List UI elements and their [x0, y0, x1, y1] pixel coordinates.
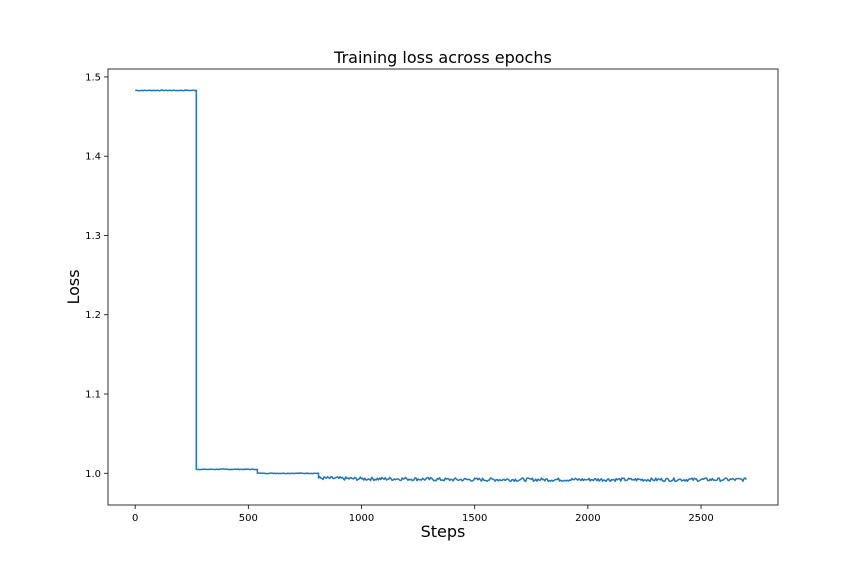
series-line-loss: [135, 89, 747, 483]
x-tick-label: 2500: [688, 513, 713, 524]
x-axis-label: Steps: [421, 522, 466, 541]
plot-frame: [107, 68, 779, 506]
y-tick-label: 1.0: [85, 469, 101, 480]
x-tick-label: 2000: [575, 513, 600, 524]
y-axis-label: Loss: [64, 269, 83, 304]
y-tick-label: 1.2: [85, 310, 101, 321]
chart-title: Training loss across epochs: [333, 48, 552, 67]
x-tick-label: 0: [132, 513, 138, 524]
x-axis-ticks: 0 500 1000 1500 2000 2500: [132, 505, 714, 524]
plot-area: 0 500 1000 1500 2000 2500 1.0 1.1 1.2 1.3 1.4 1.5: [85, 68, 779, 524]
y-tick-label: 1.1: [85, 390, 101, 401]
x-tick-label: 1000: [349, 513, 374, 524]
x-tick-label: 1500: [462, 513, 487, 524]
y-tick-label: 1.3: [85, 231, 101, 242]
y-tick-label: 1.5: [85, 72, 101, 83]
y-axis-ticks: 1.0 1.1 1.2 1.3 1.4 1.5: [85, 72, 108, 480]
x-tick-label: 500: [239, 513, 258, 524]
y-tick-label: 1.4: [85, 152, 101, 163]
